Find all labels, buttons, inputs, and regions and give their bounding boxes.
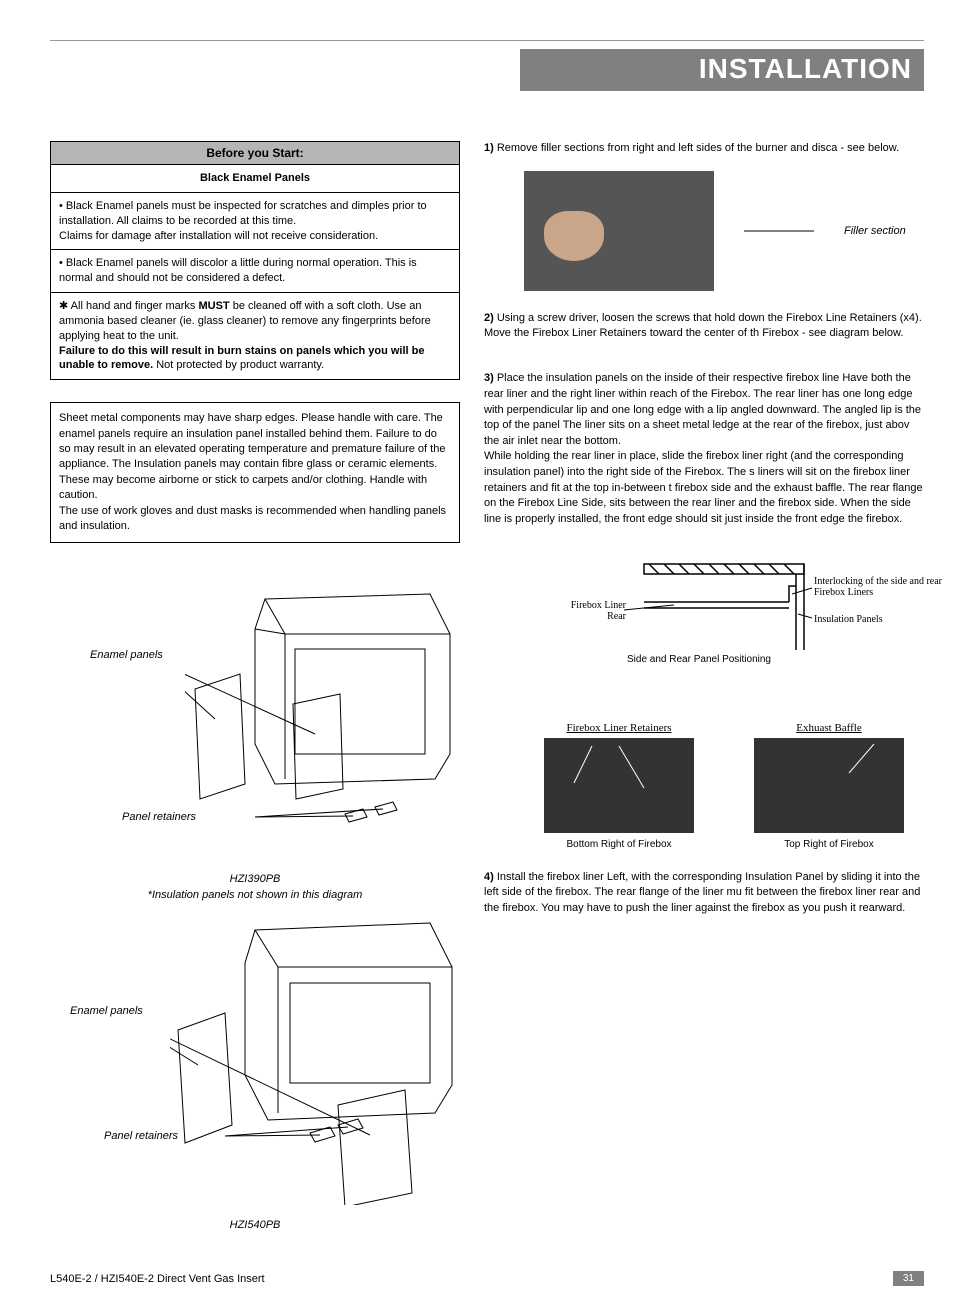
- table-header: Before you Start:: [51, 142, 460, 165]
- firebox-diagram-2: [170, 915, 460, 1205]
- baffle-photo-title: Exhuast Baffle: [754, 722, 904, 734]
- footer-model: L540E-2 / HZI540E-2 Direct Vent Gas Inse…: [50, 1273, 265, 1285]
- step-num: 2): [484, 312, 494, 324]
- page-footer: L540E-2 / HZI540E-2 Direct Vent Gas Inse…: [50, 1271, 924, 1286]
- table-row-discolor: • Black Enamel panels will discolor a li…: [51, 250, 460, 293]
- bottom-right-photo: [544, 738, 694, 833]
- enamel-panels-label: Enamel panels: [70, 1005, 143, 1017]
- panel-retainers-label: Panel retainers: [104, 1130, 178, 1142]
- top-right-label: Top Right of Firebox: [754, 839, 904, 850]
- header-divider: [50, 40, 924, 41]
- diagram-2-model: HZI540PB: [50, 1219, 460, 1231]
- table-row-clean: ✱ All hand and finger marks MUST be clea…: [51, 293, 460, 380]
- diagram-1-model: HZI390PB: [50, 873, 460, 885]
- table-subhead: Black Enamel Panels: [51, 165, 460, 193]
- before-start-table: Before you Start: Black Enamel Panels • …: [50, 141, 460, 380]
- left-column: Before you Start: Black Enamel Panels • …: [50, 141, 460, 1231]
- step-1: 1) Remove filler sections from right and…: [484, 141, 924, 157]
- step-2: 2) Using a screw driver, loosen the scre…: [484, 311, 924, 342]
- section-banner: INSTALLATION: [520, 49, 924, 91]
- photo-col-2: Exhuast Baffle Top Right of Firebox: [754, 722, 904, 850]
- diagram-2-area: Enamel panels Panel retainers: [50, 915, 460, 1231]
- diagram-2: Enamel panels Panel retainers: [50, 915, 460, 1215]
- photo-col-1: Firebox Liner Retainers Bottom Right of …: [544, 722, 694, 850]
- step-num: 4): [484, 871, 494, 883]
- leader-line: [744, 226, 814, 236]
- retainers-photo-title: Firebox Liner Retainers: [544, 722, 694, 734]
- firebox-liner-rear-label: Firebox Liner Rear: [564, 600, 626, 622]
- step-text: Using a screw driver, loosen the screws …: [484, 312, 922, 340]
- table-text: • Black Enamel panels must be inspected …: [59, 200, 427, 227]
- cross-section-diagram: Firebox Liner Rear Interlocking of the s…: [564, 558, 924, 708]
- cross-section-caption: Side and Rear Panel Positioning: [624, 654, 774, 665]
- table-text: Claims for damage after installation wil…: [59, 230, 378, 242]
- insulation-panels-label: Insulation Panels: [814, 614, 883, 625]
- step-text: Place the insulation panels on the insid…: [484, 372, 923, 524]
- page-number: 31: [893, 1271, 924, 1286]
- top-right-photo: [754, 738, 904, 833]
- interlocking-label: Interlocking of the side and rear Firebo…: [814, 576, 944, 598]
- filler-section-label: Filler section: [844, 225, 906, 237]
- firebox-photo-row: Firebox Liner Retainers Bottom Right of …: [544, 722, 924, 850]
- diagram-1-note: *Insulation panels not shown in this dia…: [50, 889, 460, 901]
- step-num: 3): [484, 372, 494, 384]
- step-num: 1): [484, 142, 494, 154]
- must-word: MUST: [198, 300, 229, 312]
- table-text: ✱ All hand and finger marks: [59, 300, 198, 312]
- enamel-panels-label: Enamel panels: [90, 649, 163, 661]
- sharp-edge-warning: Sheet metal components may have sharp ed…: [50, 402, 460, 543]
- diagram-1-area: Enamel panels Panel retainers: [50, 579, 460, 901]
- main-content: Before you Start: Black Enamel Panels • …: [50, 141, 924, 1231]
- bottom-right-label: Bottom Right of Firebox: [544, 839, 694, 850]
- step-text: Install the firebox liner Left, with the…: [484, 871, 920, 914]
- step-4: 4) Install the firebox liner Left, with …: [484, 870, 924, 917]
- right-column: 1) Remove filler sections from right and…: [484, 141, 924, 1231]
- firebox-diagram-1: [185, 579, 460, 839]
- diagram-1: Enamel panels Panel retainers: [50, 579, 460, 869]
- table-row-inspect: • Black Enamel panels must be inspected …: [51, 192, 460, 250]
- step-text: Remove filler sections from right and le…: [494, 142, 899, 154]
- filler-photo-block: Filler section: [524, 171, 924, 291]
- filler-photo: [524, 171, 714, 291]
- step-3: 3) Place the insulation panels on the in…: [484, 356, 924, 528]
- table-text: Not protected by product warranty.: [153, 359, 324, 371]
